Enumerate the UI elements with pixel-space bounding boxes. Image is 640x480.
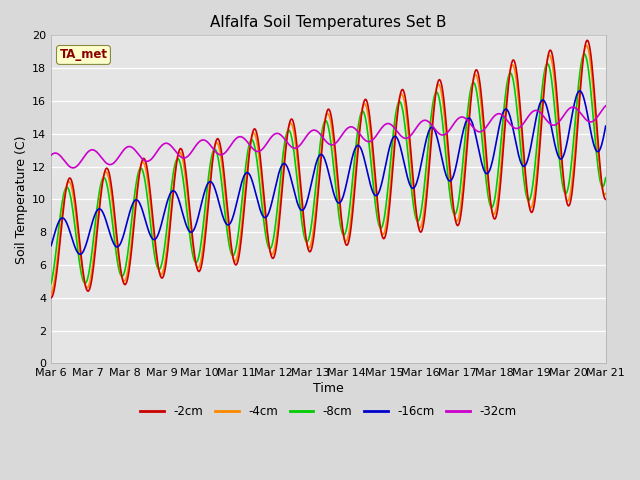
X-axis label: Time: Time — [313, 383, 344, 396]
Title: Alfalfa Soil Temperatures Set B: Alfalfa Soil Temperatures Set B — [210, 15, 447, 30]
Legend: -2cm, -4cm, -8cm, -16cm, -32cm: -2cm, -4cm, -8cm, -16cm, -32cm — [136, 401, 521, 423]
Text: TA_met: TA_met — [60, 48, 108, 61]
Y-axis label: Soil Temperature (C): Soil Temperature (C) — [15, 135, 28, 264]
